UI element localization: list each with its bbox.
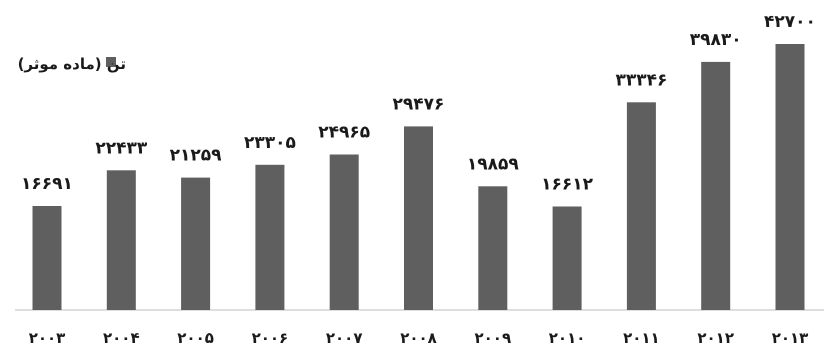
bar-2006 bbox=[255, 164, 285, 310]
value-label-2013: ۴۲۷۰۰ bbox=[764, 12, 816, 32]
x-tick-label-2012: ۲۰۱۲ bbox=[697, 329, 734, 347]
bar-2003 bbox=[32, 206, 62, 310]
bar-2010 bbox=[552, 206, 582, 310]
value-label-2011: ۳۳۳۴۶ bbox=[615, 70, 667, 90]
legend: تن (ماده موثر) bbox=[18, 55, 126, 73]
bar-2011 bbox=[626, 102, 656, 310]
x-tick-label-2010: ۲۰۱۰ bbox=[549, 329, 586, 347]
x-tick-label-2008: ۲۰۰۸ bbox=[400, 329, 437, 347]
value-label-2007: ۲۴۹۶۵ bbox=[318, 123, 370, 143]
x-tick-label-2009: ۲۰۰۹ bbox=[474, 329, 511, 347]
x-tick-labels-group: ۲۰۰۳ ۲۰۰۴ ۲۰۰۵ ۲۰۰۶ ۲۰۰۷ ۲۰۰۸ ۲۰۰۹ ۲۰۱۰ ۲۰۱۱ ۲۰۱۲… bbox=[29, 329, 809, 347]
bar-2005 bbox=[181, 177, 211, 310]
bars-group bbox=[32, 44, 805, 311]
x-tick-label-2005: ۲۰۰۵ bbox=[177, 329, 214, 347]
bar-2009 bbox=[478, 186, 508, 310]
bar-2004 bbox=[106, 170, 136, 310]
bar-2013 bbox=[775, 44, 805, 310]
x-tick-label-2006: ۲۰۰۶ bbox=[252, 329, 289, 347]
legend-swatch bbox=[106, 57, 116, 67]
value-label-2004: ۲۲۴۳۳ bbox=[95, 138, 148, 158]
value-labels-group: ۱۶۶۹۱ ۲۲۴۳۳ ۲۱۲۵۹ ۲۳۳۰۵ ۲۴۹۶۵ ۲۹۴۷۶ ۱۹۸۵۹ ۱۶۶۱۲… bbox=[21, 12, 816, 195]
x-tick-label-2004: ۲۰۰۴ bbox=[103, 329, 140, 347]
bar-2008 bbox=[404, 126, 433, 311]
bar-2012 bbox=[701, 61, 731, 311]
x-tick-label-2011: ۲۰۱۱ bbox=[623, 329, 660, 347]
value-label-2008: ۲۹۴۷۶ bbox=[393, 94, 445, 114]
value-label-2003: ۱۶۶۹۱ bbox=[21, 174, 73, 194]
value-label-2012: ۳۹۸۳۰ bbox=[690, 30, 742, 50]
x-tick-label-2013: ۲۰۱۳ bbox=[772, 329, 809, 347]
value-label-2010: ۱۶۶۱۲ bbox=[541, 175, 594, 195]
bar-2007 bbox=[329, 154, 359, 310]
x-tick-label-2003: ۲۰۰۳ bbox=[29, 329, 66, 347]
legend-label: تن (ماده موثر) bbox=[18, 55, 126, 73]
value-label-2005: ۲۱۲۵۹ bbox=[170, 146, 223, 166]
value-label-2009: ۱۹۸۵۹ bbox=[467, 154, 520, 174]
x-tick-label-2007: ۲۰۰۷ bbox=[326, 329, 363, 347]
value-label-2006: ۲۳۳۰۵ bbox=[244, 133, 296, 153]
